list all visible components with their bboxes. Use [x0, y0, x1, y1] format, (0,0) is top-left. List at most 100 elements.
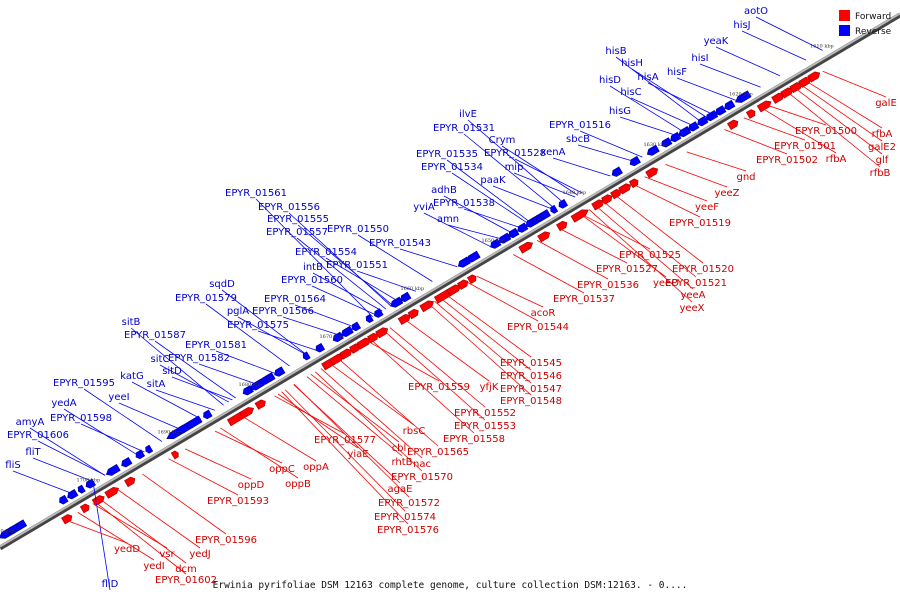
forward-gene-label: oppD — [238, 480, 265, 491]
forward-gene-35 — [745, 109, 756, 119]
forward-leader — [389, 327, 486, 408]
reverse-leader — [171, 376, 233, 401]
reverse-leader — [443, 195, 514, 234]
reverse-leader — [198, 363, 259, 386]
reverse-gene-label: aotO — [744, 6, 768, 17]
forward-gene-label: EPYR_01520 — [672, 264, 734, 275]
reverse-gene-29 — [400, 291, 412, 303]
forward-gene-label: yeeF — [695, 202, 719, 213]
forward-gene-4-body — [104, 487, 120, 499]
reverse-gene-28-body — [390, 296, 404, 308]
reverse-gene-label: hisB — [605, 46, 626, 57]
reverse-gene-23-body — [332, 331, 344, 343]
forward-gene-label: yfjK — [480, 382, 499, 393]
forward-gene-8 — [239, 407, 255, 419]
reverse-leader — [288, 212, 392, 307]
forward-leader — [168, 458, 239, 496]
forward-gene-33 — [645, 167, 659, 179]
forward-leader — [445, 294, 532, 358]
forward-leader — [794, 87, 883, 155]
forward-leader — [367, 340, 440, 382]
forward-gene-36-body — [756, 100, 772, 113]
reverse-gene-label: EPYR_01554 — [295, 247, 357, 258]
forward-leader — [293, 383, 410, 498]
reverse-gene-9 — [121, 457, 133, 468]
reverse-gene-26 — [365, 314, 374, 324]
reverse-leader — [463, 133, 556, 210]
kbp-tick-7: 1670 kbp — [320, 334, 344, 340]
reverse-gene-10 — [135, 449, 146, 460]
reverse-gene-41-body — [558, 199, 569, 209]
forward-gene-6-body — [170, 450, 179, 460]
reverse-gene-3-body — [15, 519, 28, 530]
reverse-gene-label: EPYR_01535 — [416, 149, 478, 160]
kbp-ticks: 1610 kbp 1620 kbp 1630 kbp 1640 kbp 1650 kbp… — [0, 43, 834, 534]
reverse-leader — [715, 46, 781, 77]
reverse-gene-label: EPYR_01543 — [369, 238, 431, 249]
reverse-gene-label: sqdD — [209, 279, 235, 290]
forward-gene-label: yiaE — [347, 449, 368, 460]
forward-leader — [306, 376, 403, 457]
forward-leader — [760, 107, 837, 154]
reverse-gene-44-body — [646, 144, 660, 156]
reverse-leader — [205, 303, 290, 367]
reverse-leader — [451, 172, 530, 225]
reverse-gene-label: sitB — [122, 317, 141, 328]
reverse-gene-11 — [145, 444, 154, 454]
forward-leader — [595, 205, 694, 290]
reverse-leader — [92, 482, 111, 591]
reverse-gene-49 — [697, 115, 709, 127]
legend-reverse-swatch — [839, 25, 850, 36]
reverse-gene-42-body — [611, 166, 623, 177]
reverse-gene-label: EPYR_01598 — [50, 413, 112, 424]
reverse-leader — [579, 130, 643, 158]
forward-leader — [383, 330, 486, 421]
forward-gene-label: EPYR_01501 — [774, 141, 836, 152]
reverse-leader — [741, 30, 807, 61]
forward-leader — [95, 501, 187, 575]
forward-gene-label: EPYR_01572 — [378, 498, 440, 509]
reverse-leader — [155, 389, 215, 411]
forward-gene-33-body — [645, 167, 659, 179]
reverse-gene-label: paaK — [480, 175, 506, 186]
reverse-gene-label: yviA — [413, 202, 435, 213]
reverse-gene-41 — [558, 199, 569, 209]
reverse-gene-label: EPYR_01528 — [484, 148, 546, 159]
forward-gene-18-body — [407, 308, 419, 320]
forward-leader — [765, 104, 827, 126]
reverse-gene-label: sitC — [151, 354, 170, 365]
forward-leader — [92, 503, 168, 549]
reverse-gene-15-body — [203, 409, 213, 420]
reverse-gene-22-body — [315, 342, 326, 353]
reverse-gene-label: yedA — [51, 398, 76, 409]
forward-gene-19 — [419, 300, 435, 313]
reverse-leader — [357, 234, 433, 282]
reverse-gene-44 — [646, 144, 660, 156]
reverse-gene-45-body — [661, 137, 673, 148]
reverse-gene-39-body — [539, 209, 551, 220]
forward-leader — [512, 254, 585, 294]
kbp-tick-9: 1690 kbp — [158, 430, 182, 436]
forward-gene-21 — [446, 284, 462, 297]
forward-gene-label: rfbA — [872, 129, 893, 140]
reverse-gene-51 — [715, 105, 727, 116]
reverse-gene-26-body — [365, 314, 374, 324]
reverse-leader — [118, 402, 182, 431]
reverse-gene-24-body — [340, 325, 354, 337]
reverse-gene-43-body — [629, 155, 641, 167]
forward-leader — [439, 297, 532, 371]
forward-gene-label: EPYR_01565 — [407, 447, 469, 458]
forward-leader — [77, 512, 155, 561]
reverse-leader — [399, 248, 458, 268]
reverse-gene-31 — [465, 250, 481, 263]
forward-leader — [277, 393, 359, 449]
forward-gene-label: EPYR_01548 — [500, 396, 562, 407]
forward-gene-31 — [618, 183, 632, 195]
reverse-gene-label: sitA — [147, 379, 166, 390]
reverse-gene-label: EPYR_01531 — [433, 123, 495, 134]
forward-gene-34-body — [727, 119, 739, 130]
forward-gene-16-body — [375, 327, 389, 339]
reverse-gene-32-body — [490, 238, 502, 249]
